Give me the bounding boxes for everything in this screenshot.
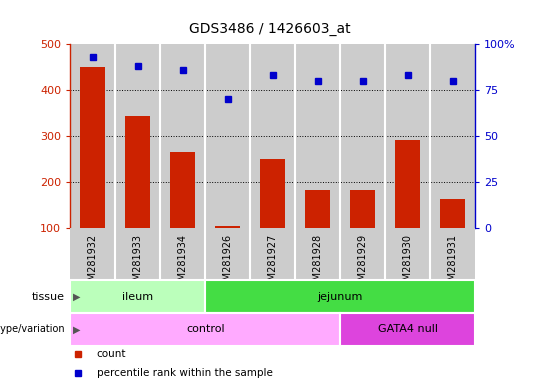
Bar	[70, 313, 340, 346]
Bar	[160, 44, 205, 228]
Bar	[250, 44, 295, 228]
Text: GSM281927: GSM281927	[268, 233, 278, 293]
Bar	[115, 44, 160, 228]
Bar	[250, 228, 295, 280]
Text: percentile rank within the sample: percentile rank within the sample	[97, 368, 272, 378]
Bar	[125, 116, 150, 275]
Text: GATA4 null: GATA4 null	[377, 324, 438, 334]
Text: GSM281932: GSM281932	[87, 233, 98, 293]
Bar	[70, 228, 115, 280]
Text: count: count	[97, 349, 126, 359]
Bar	[340, 313, 475, 346]
Bar	[70, 44, 115, 228]
Bar	[205, 280, 475, 313]
Bar	[340, 44, 385, 228]
Bar	[295, 228, 340, 280]
Text: control: control	[186, 324, 225, 334]
Bar	[205, 228, 250, 280]
Text: GSM281931: GSM281931	[448, 233, 458, 293]
Text: ▶: ▶	[73, 324, 80, 334]
Text: jejunum: jejunum	[318, 291, 363, 302]
Text: ileum: ileum	[122, 291, 153, 302]
Bar	[70, 280, 205, 313]
Text: genotype/variation: genotype/variation	[0, 324, 65, 334]
Bar	[385, 44, 430, 228]
Bar	[350, 190, 375, 275]
Bar	[215, 226, 240, 275]
Bar	[295, 44, 340, 228]
Text: GSM281933: GSM281933	[133, 233, 143, 293]
Bar	[80, 67, 105, 275]
Bar	[205, 44, 250, 228]
Text: GSM281929: GSM281929	[357, 233, 368, 293]
Bar	[115, 228, 160, 280]
Text: GDS3486 / 1426603_at: GDS3486 / 1426603_at	[189, 23, 351, 36]
Bar	[340, 228, 385, 280]
Bar	[395, 139, 420, 275]
Bar	[170, 152, 195, 275]
Bar	[305, 190, 330, 275]
Text: GSM281934: GSM281934	[178, 233, 188, 293]
Bar	[430, 44, 475, 228]
Text: GSM281928: GSM281928	[313, 233, 323, 293]
Text: GSM281926: GSM281926	[222, 233, 233, 293]
Text: tissue: tissue	[32, 291, 65, 302]
Bar	[440, 199, 465, 275]
Text: ▶: ▶	[73, 291, 80, 302]
Text: GSM281930: GSM281930	[403, 233, 413, 293]
Bar	[385, 228, 430, 280]
Bar	[260, 159, 285, 275]
Bar	[430, 228, 475, 280]
Bar	[160, 228, 205, 280]
